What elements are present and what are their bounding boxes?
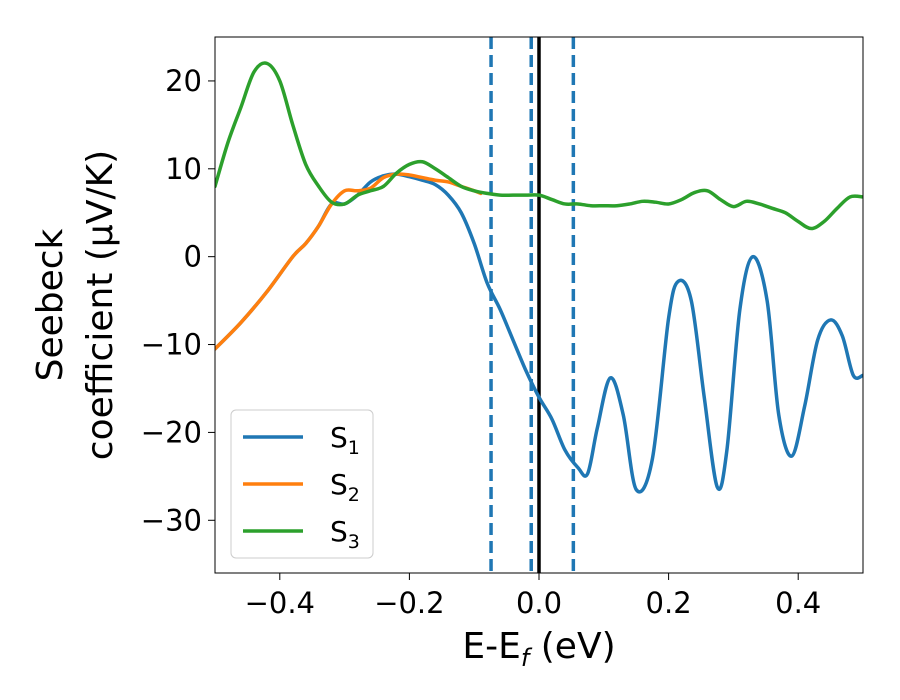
y-tick-label: −30 [141, 503, 202, 537]
legend-label-s1: S1 [330, 421, 360, 459]
x-axis-label: E-Ef (eV) [462, 626, 615, 672]
series-line-s3 [215, 61, 863, 231]
legend-label-s3: S3 [330, 515, 360, 553]
x-tick-label: 0.2 [646, 586, 692, 620]
x-tick-label: 0.0 [516, 586, 562, 620]
y-tick-label: −10 [141, 328, 202, 362]
y-tick-label: 0 [184, 240, 202, 274]
y-tick-label: −20 [141, 415, 202, 449]
legend: S1 S2 S3 [230, 409, 374, 559]
y-tick-label: 10 [165, 152, 202, 186]
x-tick-label: −0.2 [374, 586, 444, 620]
x-tick-label: −0.4 [245, 586, 315, 620]
series-line-s2 [215, 172, 483, 351]
x-tick-label: 0.4 [775, 586, 821, 620]
y-axis-label-line1: Seebeck [30, 228, 71, 381]
y-axis-label-line2: coefficient (μV/K) [80, 150, 121, 460]
legend-label-s2: S2 [330, 468, 360, 506]
y-tick-label: 20 [165, 64, 202, 98]
